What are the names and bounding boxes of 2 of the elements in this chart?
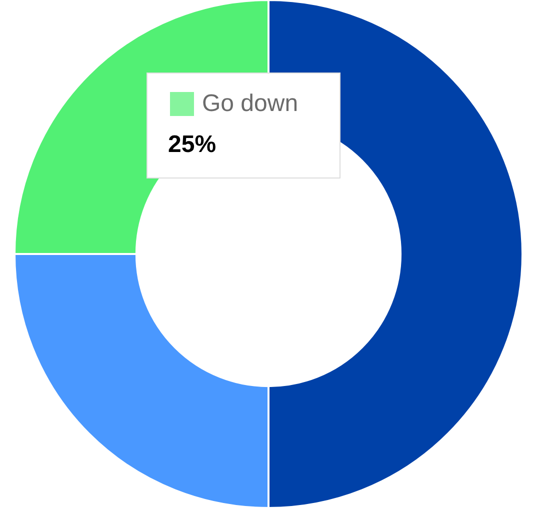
legend-label: Go down [202,90,298,117]
data-label: 25% [168,131,216,158]
